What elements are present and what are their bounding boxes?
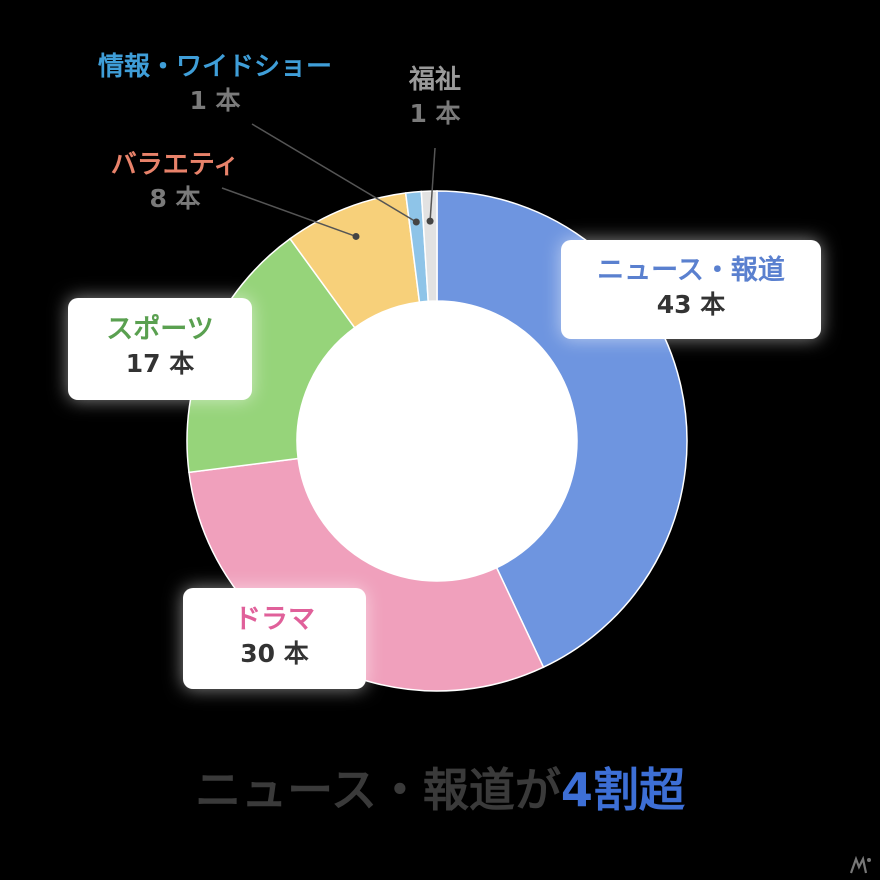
value-label-info-show: 1 本 [189, 86, 241, 115]
category-label-info-show: 情報・ワイドショー [97, 52, 332, 82]
value-label-news: 43 本 [656, 290, 726, 319]
leader-dot-variety [352, 232, 360, 240]
label-box-news: ニュース・報道 43 本 [561, 240, 821, 339]
leader-dot-info-show [412, 218, 420, 226]
headline: ニュース・報道が4割超 [0, 760, 880, 820]
category-label-news: ニュース・報道 [597, 255, 785, 286]
donut-hole [297, 301, 577, 581]
category-label-drama: ドラマ [234, 604, 315, 635]
category-label-welfare: 福祉 [408, 65, 461, 95]
category-label-variety: バラエティ [110, 150, 240, 180]
leader-line-welfare [429, 147, 436, 222]
value-label-variety: 8 本 [149, 184, 201, 213]
brand-logo-icon [850, 856, 871, 874]
leader-dot-welfare [426, 217, 434, 225]
label-welfare: 福祉 1 本 [395, 63, 475, 131]
label-box-drama: ドラマ 30 本 [183, 588, 366, 689]
value-label-sports: 17 本 [125, 349, 195, 378]
value-label-drama: 30 本 [240, 639, 309, 668]
category-label-sports: スポーツ [106, 314, 214, 345]
label-info-show: 情報・ワイドショー 1 本 [60, 50, 370, 118]
headline-text: ニュース・報道が [195, 763, 561, 817]
leader-line-variety [221, 187, 357, 238]
leader-line-info-show [251, 123, 417, 223]
label-variety: バラエティ 8 本 [90, 148, 260, 216]
label-box-sports: スポーツ 17 本 [68, 298, 252, 400]
headline-accent: 4割超 [560, 763, 685, 817]
value-label-welfare: 1 本 [409, 99, 461, 128]
